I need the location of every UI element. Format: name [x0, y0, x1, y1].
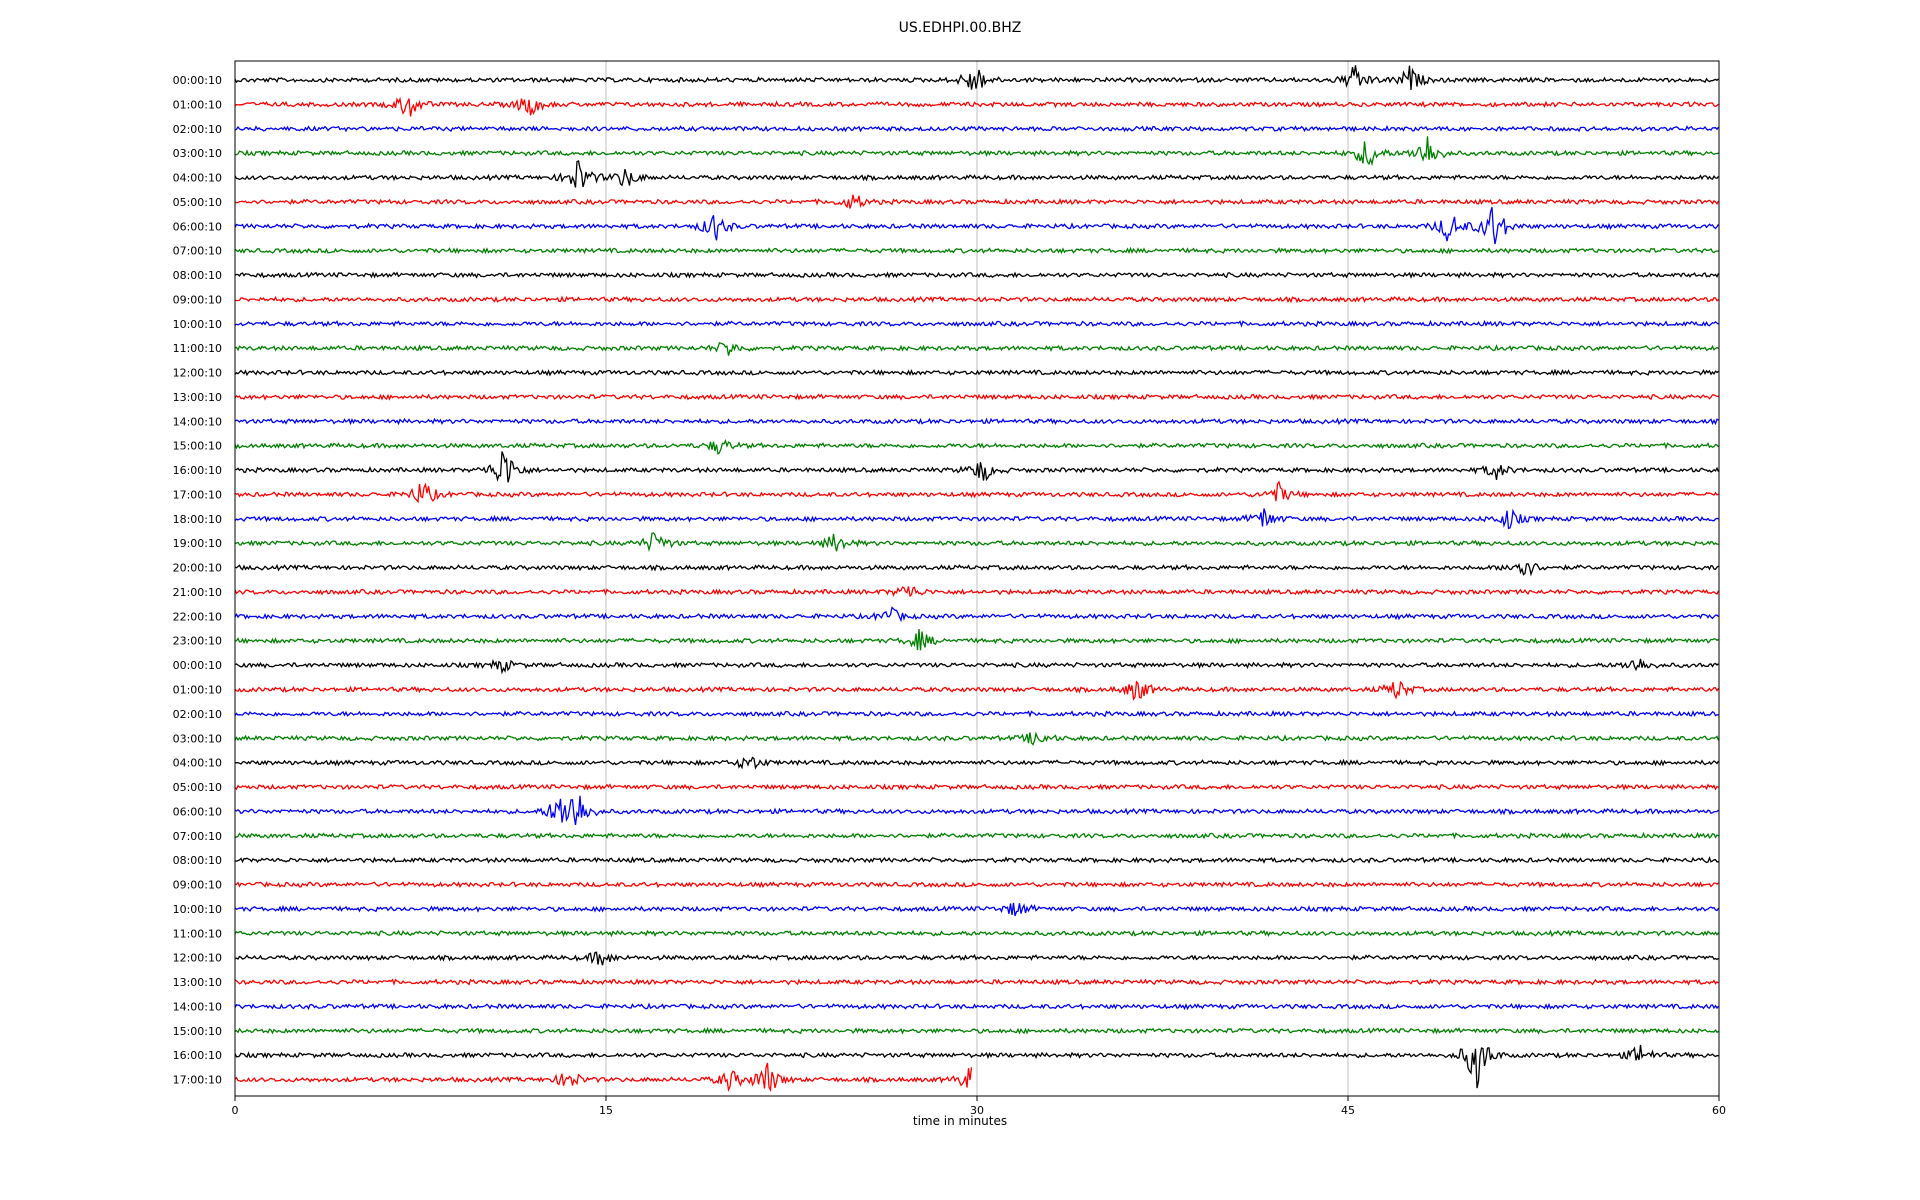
trace-row-13: [234, 393, 1719, 401]
x-tick-label-3: 45: [1341, 1104, 1355, 1117]
row-label-1: 01:00:10: [173, 98, 222, 111]
trace-row-23: [234, 629, 1719, 651]
row-label-24: 00:00:10: [173, 659, 222, 672]
row-label-27: 03:00:10: [173, 732, 222, 745]
trace-row-5: [234, 194, 1720, 209]
trace-row-39: [234, 1026, 1719, 1035]
row-label-13: 13:00:10: [173, 391, 222, 404]
row-label-28: 04:00:10: [173, 757, 222, 770]
x-axis-label: time in minutes: [912, 1114, 1008, 1128]
trace-row-20: [234, 562, 1719, 577]
row-label-40: 16:00:10: [173, 1049, 222, 1062]
row-label-9: 09:00:10: [173, 293, 222, 306]
row-label-23: 23:00:10: [173, 635, 222, 648]
trace-row-36: [234, 951, 1719, 966]
chart-title: US.EDHPI.00.BHZ: [898, 20, 1022, 36]
row-label-2: 02:00:10: [173, 123, 222, 136]
trace-row-33: [234, 880, 1719, 889]
row-label-29: 05:00:10: [173, 781, 222, 794]
trace-row-10: [234, 319, 1719, 328]
trace-row-9: [234, 295, 1719, 304]
row-label-20: 20:00:10: [173, 562, 222, 575]
trace-row-22: [234, 606, 1719, 623]
grid-lines: [605, 61, 1349, 1096]
trace-row-25: [234, 680, 1720, 701]
row-label-19: 19:00:10: [173, 537, 222, 550]
row-label-22: 22:00:10: [173, 610, 222, 623]
row-label-group: 00:00:10 01:00:10 02:00:10 03:00:10 04:00:10…: [173, 74, 222, 1087]
x-tick-label-4: 60: [1712, 1104, 1726, 1117]
row-label-8: 08:00:10: [173, 269, 222, 282]
row-label-30: 06:00:10: [173, 805, 222, 818]
row-label-10: 10:00:10: [173, 318, 222, 331]
trace-row-15: [234, 438, 1719, 456]
row-label-16: 16:00:10: [173, 464, 222, 477]
trace-row-12: [234, 368, 1719, 377]
trace-row-21: [234, 586, 1720, 598]
row-label-37: 13:00:10: [173, 976, 222, 989]
trace-row-7: [234, 246, 1719, 255]
trace-row-0: [234, 65, 1719, 90]
row-label-38: 14:00:10: [173, 1000, 222, 1013]
trace-row-8: [234, 271, 1720, 279]
trace-row-28: [234, 756, 1720, 770]
row-label-7: 07:00:10: [173, 245, 222, 258]
trace-row-16: [234, 451, 1720, 483]
row-label-15: 15:00:10: [173, 440, 222, 453]
trace-row-30: [234, 795, 1719, 826]
row-label-21: 21:00:10: [173, 586, 222, 599]
row-label-3: 03:00:10: [173, 147, 222, 160]
row-label-12: 12:00:10: [173, 367, 222, 380]
row-label-6: 06:00:10: [173, 220, 222, 233]
row-label-26: 02:00:10: [173, 708, 222, 721]
trace-row-17: [234, 480, 1719, 504]
trace-row-37: [234, 977, 1719, 986]
trace-row-35: [234, 929, 1720, 938]
trace-row-40: [234, 1044, 1719, 1089]
row-label-33: 09:00:10: [173, 879, 222, 892]
trace-row-24: [234, 658, 1719, 675]
trace-row-2: [234, 124, 1720, 133]
trace-row-26: [234, 709, 1719, 718]
row-label-0: 00:00:10: [173, 74, 222, 87]
row-label-14: 14:00:10: [173, 415, 222, 428]
row-label-18: 18:00:10: [173, 513, 222, 526]
trace-group: [234, 65, 1720, 1093]
x-tick-label-2: 30: [970, 1104, 984, 1117]
trace-row-41: [234, 1062, 973, 1093]
row-label-5: 05:00:10: [173, 196, 222, 209]
trace-row-38: [234, 1002, 1720, 1011]
x-tick-label-1: 15: [599, 1104, 613, 1117]
row-label-34: 10:00:10: [173, 903, 222, 916]
row-label-25: 01:00:10: [173, 684, 222, 697]
row-label-41: 17:00:10: [173, 1074, 222, 1087]
row-label-32: 08:00:10: [173, 854, 222, 867]
trace-row-1: [234, 96, 1719, 117]
trace-row-32: [234, 856, 1719, 865]
trace-row-4: [234, 160, 1719, 188]
trace-row-18: [234, 508, 1719, 530]
x-tick-label-0: 0: [232, 1104, 239, 1117]
trace-row-11: [234, 341, 1719, 356]
trace-row-19: [234, 532, 1719, 553]
trace-row-31: [234, 831, 1719, 840]
trace-row-27: [234, 731, 1720, 746]
row-label-11: 11:00:10: [173, 342, 222, 355]
trace-row-6: [234, 207, 1720, 245]
trace-row-14: [234, 417, 1719, 426]
row-label-36: 12:00:10: [173, 952, 222, 965]
trace-row-29: [234, 783, 1719, 791]
row-label-39: 15:00:10: [173, 1025, 222, 1038]
row-label-4: 04:00:10: [173, 172, 222, 185]
row-label-31: 07:00:10: [173, 830, 222, 843]
x-axis-ticks: 0 15 30 45 60: [232, 1096, 1726, 1117]
trace-row-34: [234, 902, 1720, 917]
row-label-35: 11:00:10: [173, 927, 222, 940]
trace-row-3: [235, 136, 1719, 167]
row-label-17: 17:00:10: [173, 488, 222, 501]
